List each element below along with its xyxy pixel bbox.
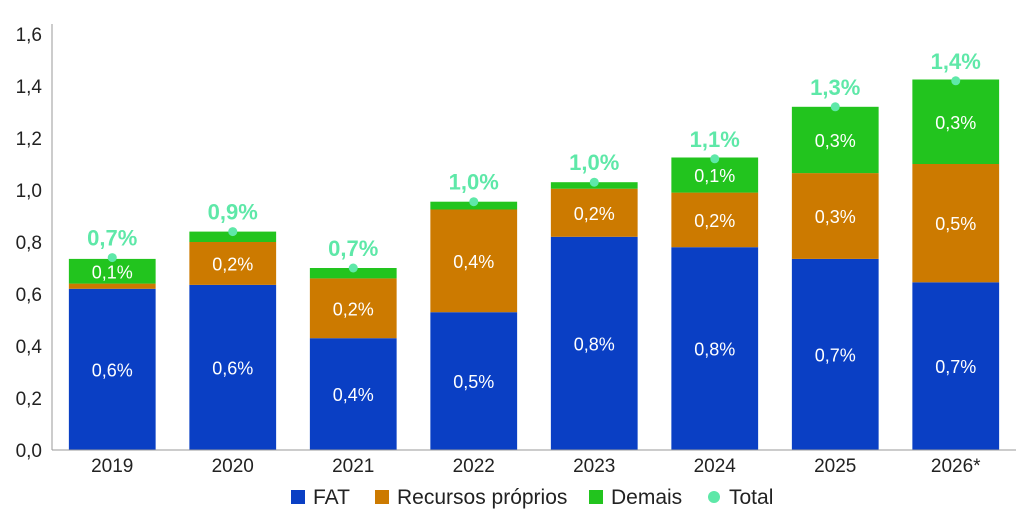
legend-label: Demais bbox=[611, 486, 682, 509]
total-point bbox=[710, 154, 720, 164]
bar-segment bbox=[309, 278, 397, 339]
bar-segment bbox=[68, 283, 156, 289]
x-tick-label: 2022 bbox=[453, 456, 495, 477]
y-tick-label: 1,6 bbox=[16, 25, 42, 46]
total-label: 0,7% bbox=[87, 226, 137, 251]
x-tick-label: 2021 bbox=[332, 456, 374, 477]
bar-segment bbox=[671, 247, 759, 450]
legend-swatch bbox=[291, 490, 305, 504]
total-point bbox=[228, 227, 238, 237]
segment-label: 0,7% bbox=[935, 357, 976, 377]
segment-label: 0,4% bbox=[333, 385, 374, 405]
total-label: 1,4% bbox=[931, 49, 981, 74]
segment-label: 0,1% bbox=[92, 262, 133, 282]
segment-label: 0,2% bbox=[694, 211, 735, 231]
total-point bbox=[348, 263, 358, 273]
total-point bbox=[951, 76, 961, 86]
total-point bbox=[589, 177, 599, 187]
total-point bbox=[107, 253, 117, 263]
y-tick-label: 1,4 bbox=[16, 77, 43, 98]
x-tick-label: 2026* bbox=[931, 456, 981, 477]
y-axis: 0,0 0,2 0,4 0,6 0,8 1,0 1,2 1,4 1,6 bbox=[16, 24, 53, 462]
bar-segment bbox=[671, 157, 759, 193]
y-tick-label: 0,6 bbox=[16, 285, 42, 306]
x-tick-label: 2025 bbox=[814, 456, 856, 477]
legend-item: Total bbox=[708, 486, 773, 509]
bar-segment bbox=[791, 106, 879, 174]
x-tick-label: 2020 bbox=[212, 456, 254, 477]
y-tick-label: 1,2 bbox=[16, 129, 42, 150]
bar-segment bbox=[791, 173, 879, 259]
x-tick-label: 2023 bbox=[573, 456, 615, 477]
segment-label: 0,6% bbox=[212, 358, 253, 378]
y-tick-label: 0,0 bbox=[16, 441, 42, 462]
segment-label: 0,8% bbox=[694, 340, 735, 360]
bar-segment bbox=[912, 164, 1000, 283]
bars bbox=[68, 79, 1000, 450]
legend-label: Recursos próprios bbox=[397, 486, 567, 509]
segment-label: 0,5% bbox=[935, 214, 976, 234]
legend-swatch bbox=[708, 491, 720, 503]
segment-label: 0,3% bbox=[815, 131, 856, 151]
total-point bbox=[830, 102, 840, 112]
total-label: 1,1% bbox=[690, 127, 740, 152]
bar-segment bbox=[550, 236, 638, 450]
y-tick-label: 1,0 bbox=[16, 181, 42, 202]
y-tick-label: 0,2 bbox=[16, 389, 42, 410]
segment-label: 0,5% bbox=[453, 372, 494, 392]
segment-label: 0,1% bbox=[694, 166, 735, 186]
segment-label: 0,6% bbox=[92, 360, 133, 380]
bar-segment bbox=[189, 242, 277, 285]
x-axis: 2019 2020 2021 2022 2023 2024 2025 2026* bbox=[52, 449, 1016, 477]
bar-segment bbox=[430, 209, 518, 313]
y-tick-label: 0,8 bbox=[16, 233, 42, 254]
bar-segment bbox=[671, 192, 759, 248]
legend-item: FAT bbox=[291, 486, 350, 509]
segment-label: 0,3% bbox=[815, 207, 856, 227]
bar-segment bbox=[550, 188, 638, 237]
x-tick-label: 2024 bbox=[694, 456, 737, 477]
legend: FAT Recursos próprios Demais Total bbox=[291, 486, 773, 509]
segment-label: 0,2% bbox=[333, 299, 374, 319]
bar-segment bbox=[189, 284, 277, 450]
legend-label: Total bbox=[729, 486, 773, 509]
segment-label: 0,2% bbox=[574, 204, 615, 224]
bar-segment bbox=[309, 268, 397, 279]
total-label: 1,0% bbox=[449, 170, 499, 195]
segment-label: 0,3% bbox=[935, 113, 976, 133]
segment-label: 0,7% bbox=[815, 345, 856, 365]
total-label: 0,9% bbox=[208, 200, 258, 225]
segment-label: 0,8% bbox=[574, 334, 615, 354]
x-tick-label: 2019 bbox=[91, 456, 133, 477]
bar-segment bbox=[430, 312, 518, 450]
bar-segment bbox=[68, 258, 156, 284]
segment-label: 0,2% bbox=[212, 254, 253, 274]
bar-segment bbox=[309, 338, 397, 450]
legend-item: Recursos próprios bbox=[375, 486, 567, 509]
legend-label: FAT bbox=[313, 486, 350, 509]
bar-segment bbox=[68, 288, 156, 450]
bar-segment bbox=[791, 258, 879, 450]
segment-label: 0,4% bbox=[453, 252, 494, 272]
legend-swatch bbox=[375, 490, 389, 504]
totals: 0,7% 0,9% 0,7% 1,0% 1,0% 1,1% 1,3% 1,4% bbox=[87, 49, 981, 273]
total-label: 1,0% bbox=[569, 150, 619, 175]
segment-labels: 0,6% 0,1% 0,6% 0,2% 0,4% 0,2% 0,5% 0,4% 0,8% 0,2%… bbox=[92, 113, 977, 405]
total-label: 1,3% bbox=[810, 75, 860, 100]
bar-segment bbox=[912, 282, 1000, 450]
total-label: 0,7% bbox=[328, 236, 378, 261]
bar-segment bbox=[189, 231, 277, 242]
bar-segment bbox=[912, 79, 1000, 164]
y-tick-label: 0,4 bbox=[16, 337, 43, 358]
legend-swatch bbox=[589, 490, 603, 504]
legend-item: Demais bbox=[589, 486, 682, 509]
total-point bbox=[469, 197, 479, 207]
